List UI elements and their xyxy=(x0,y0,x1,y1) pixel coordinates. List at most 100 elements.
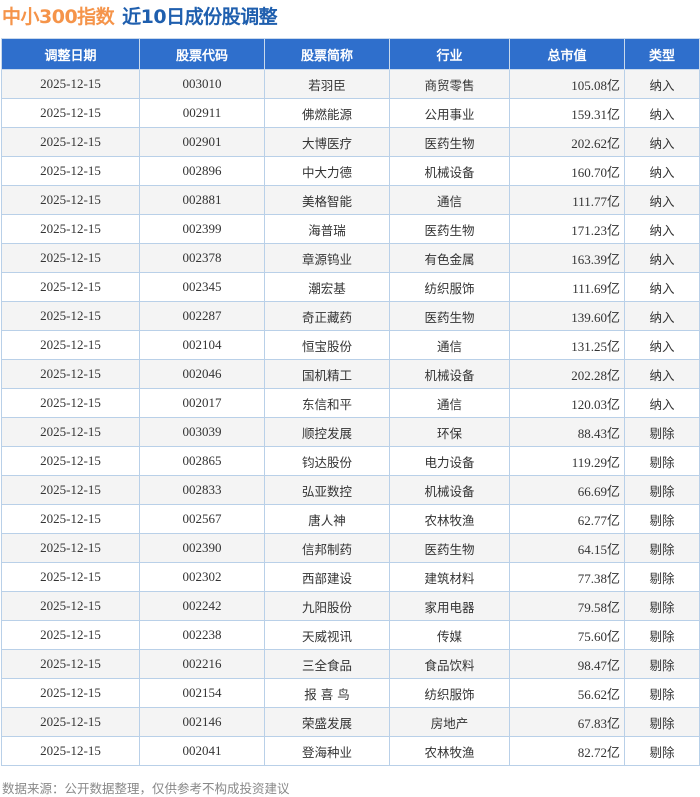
cell-industry: 建筑材料 xyxy=(389,562,510,592)
table-row: 2025-12-15 002242 九阳股份 家用电器 79.58亿 剔除 xyxy=(1,591,700,621)
page-subtitle: 近10日成份股调整 xyxy=(122,6,278,28)
cell-market-cap: 120.03亿 xyxy=(509,388,625,418)
table-row: 2025-12-15 002833 弘亚数控 机械设备 66.69亿 剔除 xyxy=(1,475,700,505)
cell-stock-code: 002146 xyxy=(139,707,265,737)
cell-stock-code: 002104 xyxy=(139,330,265,360)
cell-stock-name: 报 喜 鸟 xyxy=(264,678,390,708)
cell-market-cap: 88.43亿 xyxy=(509,417,625,447)
cell-stock-code: 002041 xyxy=(139,736,265,766)
cell-industry: 医药生物 xyxy=(389,301,510,331)
cell-industry: 机械设备 xyxy=(389,475,510,505)
cell-industry: 电力设备 xyxy=(389,446,510,476)
cell-stock-name: 九阳股份 xyxy=(264,591,390,621)
cell-type: 剔除 xyxy=(624,562,700,592)
cell-adjust-date: 2025-12-15 xyxy=(1,475,140,505)
cell-stock-name: 若羽臣 xyxy=(264,69,390,99)
cell-adjust-date: 2025-12-15 xyxy=(1,69,140,99)
cell-industry: 纺织服饰 xyxy=(389,678,510,708)
cell-type: 纳入 xyxy=(624,156,700,186)
cell-industry: 纺织服饰 xyxy=(389,272,510,302)
cell-stock-name: 钧达股份 xyxy=(264,446,390,476)
cell-adjust-date: 2025-12-15 xyxy=(1,156,140,186)
cell-type: 剔除 xyxy=(624,620,700,650)
cell-market-cap: 66.69亿 xyxy=(509,475,625,505)
table-row: 2025-12-15 002901 大博医疗 医药生物 202.62亿 纳入 xyxy=(1,127,700,157)
cell-adjust-date: 2025-12-15 xyxy=(1,214,140,244)
table-row: 2025-12-15 002911 佛燃能源 公用事业 159.31亿 纳入 xyxy=(1,98,700,128)
cell-stock-code: 002399 xyxy=(139,214,265,244)
cell-stock-code: 002046 xyxy=(139,359,265,389)
cell-stock-name: 登海种业 xyxy=(264,736,390,766)
cell-stock-code: 003039 xyxy=(139,417,265,447)
cell-adjust-date: 2025-12-15 xyxy=(1,359,140,389)
cell-stock-name: 弘亚数控 xyxy=(264,475,390,505)
cell-market-cap: 62.77亿 xyxy=(509,504,625,534)
cell-stock-name: 佛燃能源 xyxy=(264,98,390,128)
table-row: 2025-12-15 002399 海普瑞 医药生物 171.23亿 纳入 xyxy=(1,214,700,244)
column-header-industry: 行业 xyxy=(389,38,510,70)
cell-adjust-date: 2025-12-15 xyxy=(1,127,140,157)
cell-type: 纳入 xyxy=(624,301,700,331)
cell-type: 剔除 xyxy=(624,591,700,621)
cell-industry: 家用电器 xyxy=(389,591,510,621)
cell-adjust-date: 2025-12-15 xyxy=(1,417,140,447)
cell-stock-name: 荣盛发展 xyxy=(264,707,390,737)
cell-stock-code: 002901 xyxy=(139,127,265,157)
cell-adjust-date: 2025-12-15 xyxy=(1,678,140,708)
cell-adjust-date: 2025-12-15 xyxy=(1,620,140,650)
cell-type: 剔除 xyxy=(624,736,700,766)
cell-industry: 医药生物 xyxy=(389,533,510,563)
constituent-adjustment-table: 调整日期 股票代码 股票简称 行业 总市值 类型 2025-12-15 003010 若羽臣商… xyxy=(1,38,700,766)
cell-type: 纳入 xyxy=(624,243,700,273)
cell-market-cap: 79.58亿 xyxy=(509,591,625,621)
cell-stock-code: 002833 xyxy=(139,475,265,505)
cell-adjust-date: 2025-12-15 xyxy=(1,185,140,215)
index-name: 中小300指数 xyxy=(2,6,115,28)
cell-market-cap: 159.31亿 xyxy=(509,98,625,128)
column-header-adjust-date: 调整日期 xyxy=(1,38,140,70)
table-row: 2025-12-15 002041 登海种业 农林牧渔 82.72亿 剔除 xyxy=(1,736,700,766)
cell-market-cap: 105.08亿 xyxy=(509,69,625,99)
cell-market-cap: 111.69亿 xyxy=(509,272,625,302)
cell-industry: 医药生物 xyxy=(389,127,510,157)
column-header-stock-name: 股票简称 xyxy=(264,38,390,70)
cell-type: 剔除 xyxy=(624,649,700,679)
cell-adjust-date: 2025-12-15 xyxy=(1,591,140,621)
cell-stock-name: 美格智能 xyxy=(264,185,390,215)
cell-stock-name: 奇正藏药 xyxy=(264,301,390,331)
cell-market-cap: 67.83亿 xyxy=(509,707,625,737)
table-row: 2025-12-15 003039 顺控发展 环保 88.43亿 剔除 xyxy=(1,417,700,447)
table-row: 2025-12-15 002046 国机精工 机械设备 202.28亿 纳入 xyxy=(1,359,700,389)
cell-adjust-date: 2025-12-15 xyxy=(1,272,140,302)
table-row: 2025-12-15 002865 钧达股份 电力设备 119.29亿 剔除 xyxy=(1,446,700,476)
cell-industry: 商贸零售 xyxy=(389,69,510,99)
cell-market-cap: 77.38亿 xyxy=(509,562,625,592)
cell-stock-code: 002911 xyxy=(139,98,265,128)
cell-stock-code: 002865 xyxy=(139,446,265,476)
cell-adjust-date: 2025-12-15 xyxy=(1,98,140,128)
cell-adjust-date: 2025-12-15 xyxy=(1,533,140,563)
cell-industry: 通信 xyxy=(389,185,510,215)
cell-market-cap: 171.23亿 xyxy=(509,214,625,244)
table-row: 2025-12-15 002104 恒宝股份 通信 131.25亿 纳入 xyxy=(1,330,700,360)
cell-industry: 农林牧渔 xyxy=(389,736,510,766)
cell-type: 剔除 xyxy=(624,504,700,534)
cell-industry: 食品饮料 xyxy=(389,649,510,679)
cell-type: 剔除 xyxy=(624,533,700,563)
cell-market-cap: 111.77亿 xyxy=(509,185,625,215)
cell-market-cap: 131.25亿 xyxy=(509,330,625,360)
column-header-market-cap: 总市值 xyxy=(509,38,625,70)
column-header-stock-code: 股票代码 xyxy=(139,38,265,70)
table-row: 2025-12-15 003010 若羽臣 商贸零售 105.08亿 纳入 xyxy=(1,69,700,99)
cell-adjust-date: 2025-12-15 xyxy=(1,446,140,476)
table-row: 2025-12-15 002390 信邦制药 医药生物 64.15亿 剔除 xyxy=(1,533,700,563)
cell-type: 纳入 xyxy=(624,185,700,215)
cell-market-cap: 64.15亿 xyxy=(509,533,625,563)
cell-stock-code: 002345 xyxy=(139,272,265,302)
cell-type: 剔除 xyxy=(624,707,700,737)
page-title: 中小300指数 近10日成份股调整 xyxy=(2,2,278,29)
cell-stock-code: 002567 xyxy=(139,504,265,534)
cell-stock-name: 东信和平 xyxy=(264,388,390,418)
cell-type: 剔除 xyxy=(624,475,700,505)
cell-stock-code: 003010 xyxy=(139,69,265,99)
